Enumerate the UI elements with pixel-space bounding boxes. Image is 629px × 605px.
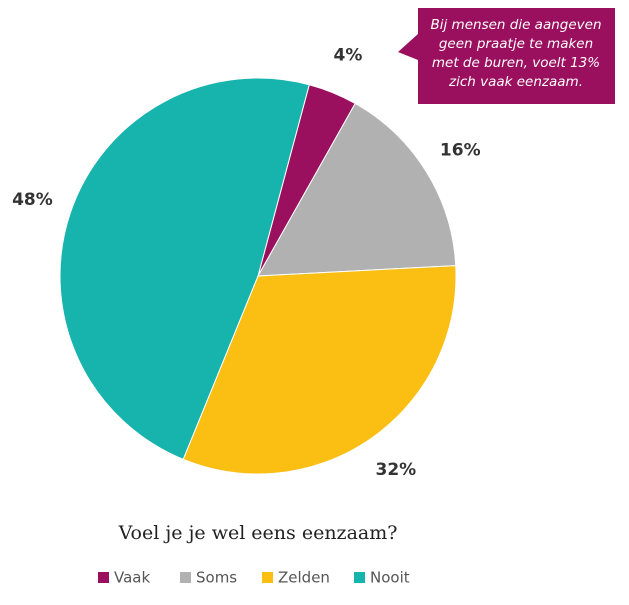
annotation-line: met de buren, voelt 13% [432,55,600,71]
value-label: 16% [440,141,481,161]
value-label: 32% [376,460,417,480]
annotation-line: Bij mensen die aangeven [431,17,602,33]
pie-slice [59,77,310,460]
legend-label: Nooit [370,569,410,587]
value-label: 4% [333,46,362,66]
annotation-line: geen praatje te maken [439,36,593,52]
chart-title: Voel je je wel eens eenzaam? [118,522,398,544]
pie-slice [182,265,457,475]
legend-swatch [98,572,109,583]
annotation-box [418,8,615,104]
legend-label: Zelden [278,569,330,587]
annotation-line: zich vaak eenzaam. [448,74,583,90]
legend-label: Vaak [114,569,150,587]
value-label: 48% [12,190,53,210]
pie-slice [257,102,457,277]
legend-swatch [262,572,273,583]
annotation-pointer [398,34,418,60]
legend-label: Soms [196,569,237,587]
legend-swatch [180,572,191,583]
legend-swatch [354,572,365,583]
